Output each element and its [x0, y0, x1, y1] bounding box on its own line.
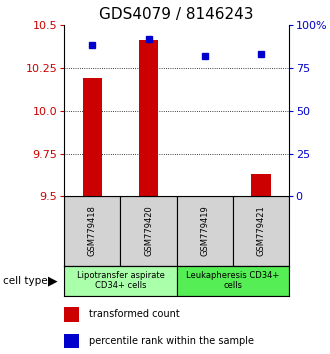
Text: Leukapheresis CD34+
cells: Leukapheresis CD34+ cells	[186, 271, 279, 290]
Bar	[120, 196, 177, 266]
Title: GDS4079 / 8146243: GDS4079 / 8146243	[99, 7, 254, 22]
Text: GSM779420: GSM779420	[144, 206, 153, 256]
Bar	[82, 78, 102, 196]
Text: ▶: ▶	[48, 274, 57, 287]
Bar	[177, 266, 289, 296]
Text: transformed count: transformed count	[89, 309, 180, 319]
Text: percentile rank within the sample: percentile rank within the sample	[89, 336, 254, 346]
Bar	[64, 307, 79, 322]
Bar	[64, 333, 79, 348]
Text: cell type: cell type	[3, 275, 48, 286]
Bar	[139, 40, 158, 196]
Bar	[64, 196, 120, 266]
Bar	[177, 196, 233, 266]
Text: GSM779419: GSM779419	[200, 206, 209, 256]
Bar	[64, 266, 177, 296]
Text: GSM779421: GSM779421	[256, 206, 265, 256]
Bar	[251, 174, 271, 196]
Text: GSM779418: GSM779418	[88, 206, 97, 256]
Bar	[233, 196, 289, 266]
Text: Lipotransfer aspirate
CD34+ cells: Lipotransfer aspirate CD34+ cells	[77, 271, 164, 290]
